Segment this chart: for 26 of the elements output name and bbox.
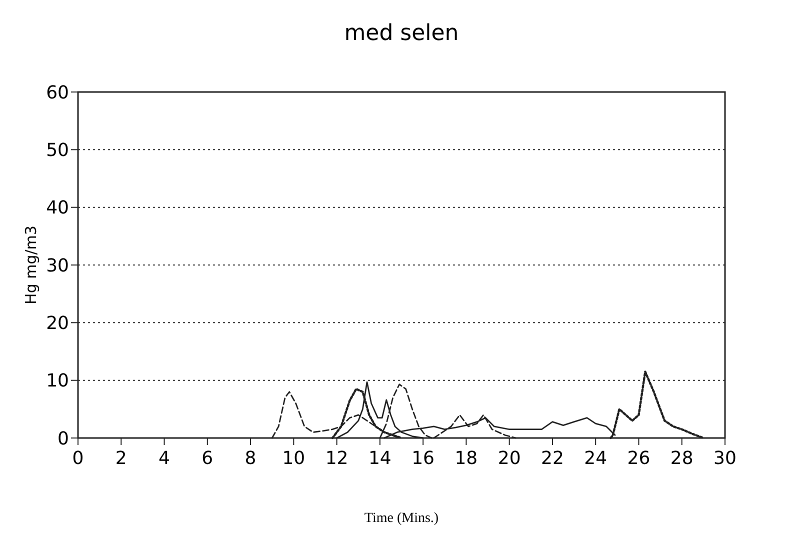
y-tick-label: 0 (58, 428, 69, 450)
x-tick-label: 6 (202, 448, 214, 469)
chart-title: med selen (344, 21, 459, 46)
y-axis-title: Hg mg/m3 (22, 226, 40, 304)
x-tick-label: 30 (714, 448, 736, 469)
x-tick-label: 8 (244, 448, 256, 469)
x-tick-label: 18 (454, 448, 478, 469)
x-axis-title: Time (Mins.) (364, 511, 439, 526)
x-tick-label: 0 (72, 448, 84, 469)
x-tick-label: 22 (541, 448, 564, 469)
x-tick-label: 4 (158, 448, 170, 469)
x-tick-label: 16 (412, 448, 435, 469)
y-tick-label: 40 (46, 198, 69, 219)
x-tick-label: 2 (115, 448, 127, 469)
x-tick-label: 24 (584, 448, 608, 469)
y-tick-label: 30 (46, 255, 69, 276)
x-tick-label: 14 (368, 448, 392, 469)
y-tick-label: 60 (46, 82, 69, 104)
y-tick-label: 10 (46, 370, 69, 392)
x-tick-label: 12 (325, 448, 348, 469)
x-tick-label: 10 (282, 448, 306, 469)
y-tick-label: 50 (46, 140, 69, 161)
y-tick-label: 20 (46, 312, 69, 334)
x-tick-label: 26 (627, 448, 650, 469)
x-tick-label: 20 (498, 448, 521, 469)
x-tick-label: 28 (670, 448, 694, 469)
